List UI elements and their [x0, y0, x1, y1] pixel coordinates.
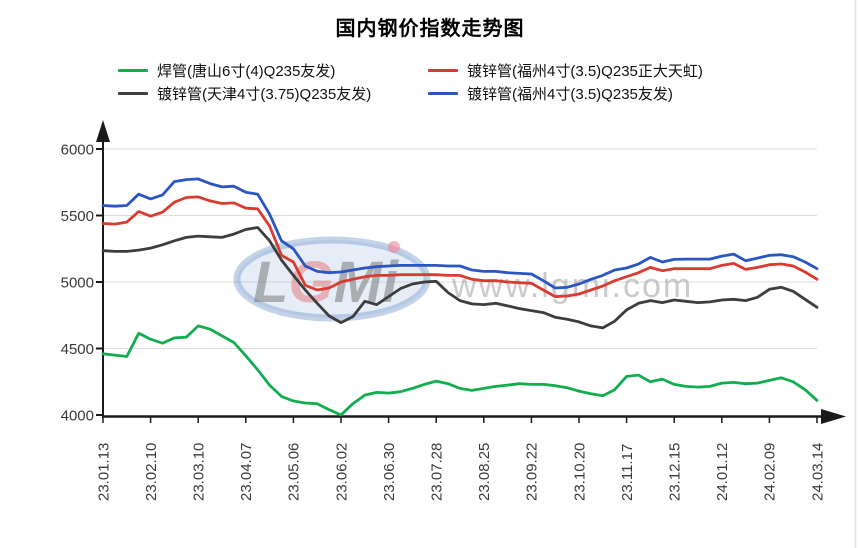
legend-item-fuzhou-zhengda-galvanized-pipe: 镀锌管(福州4寸(3.5)Q235正大天虹): [428, 59, 703, 81]
x-tick-label: 23.09.22: [524, 443, 541, 501]
y-tick-label: 4000: [61, 407, 94, 424]
legend-label: 焊管(唐山6寸(4)Q235友发): [157, 62, 336, 80]
watermark-i-dot: [388, 241, 400, 253]
legend-item-tangshan-weld-pipe: 焊管(唐山6寸(4)Q235友发): [118, 59, 428, 81]
x-tick-label: 23.11.17: [619, 444, 636, 501]
legend: 焊管(唐山6寸(4)Q235友发) 镀锌管(天津4寸(3.75)Q235友发) …: [118, 59, 703, 104]
legend-label: 镀锌管(天津4寸(3.75)Q235友发): [157, 85, 372, 103]
y-tick-label: 6000: [61, 141, 94, 158]
legend-label: 镀锌管(福州4寸(3.5)Q235正大天虹): [467, 62, 703, 80]
series-line-2: [101, 195, 819, 299]
y-axis-arrow-icon: [96, 120, 110, 142]
legend-swatch-green: [118, 68, 148, 72]
legend-swatch-red: [428, 68, 458, 72]
x-axis-arrow-icon: [821, 409, 846, 424]
x-tick-label: 23.08.25: [476, 443, 493, 501]
x-tick-label: 23.04.07: [238, 443, 255, 501]
x-tick-label: 23.06.02: [333, 443, 350, 501]
x-tick-label: 23.02.10: [143, 443, 160, 501]
watermark-logo-text: LGMi: [253, 250, 400, 315]
x-tick-label: 24.02.09: [762, 443, 779, 501]
x-tick-label: 23.01.13: [95, 443, 112, 501]
x-tick-label: 23.03.10: [190, 443, 207, 501]
chart-title: 国内钢价指数走势图: [335, 18, 525, 40]
y-tick-label: 5500: [61, 208, 94, 225]
x-tick-label: 24.01.12: [714, 443, 731, 501]
legend-swatch-black: [118, 91, 148, 95]
x-tick-label: 23.06.30: [381, 443, 398, 501]
legend-label: 镀锌管(福州4寸(3.5)Q235友发): [467, 85, 673, 103]
legend-swatch-blue: [428, 91, 458, 95]
x-tick-label: 24.03.14: [809, 443, 826, 501]
legend-item-tianjin-galvanized-pipe: 镀锌管(天津4寸(3.75)Q235友发): [118, 82, 428, 104]
x-tick-label: 23.12.15: [666, 443, 683, 501]
y-tick-label: 5000: [61, 274, 94, 291]
series-line-0: [101, 324, 819, 417]
series-line-1: [101, 226, 819, 330]
x-tick-label: 23.07.28: [428, 443, 445, 501]
legend-item-fuzhou-youfa-galvanized-pipe: 镀锌管(福州4寸(3.5)Q235友发): [428, 82, 703, 104]
y-tick-label: 4500: [61, 341, 94, 358]
series-line-3: [101, 177, 819, 290]
x-tick-label: 23.05.06: [286, 443, 303, 501]
x-tick-label: 23.10.20: [571, 443, 588, 501]
